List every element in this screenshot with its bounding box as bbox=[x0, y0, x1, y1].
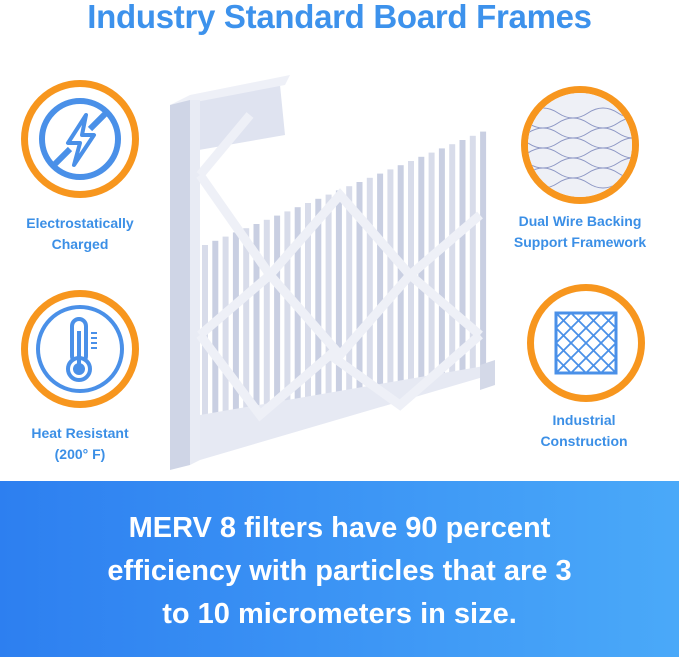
filter-pleat bbox=[459, 140, 466, 378]
filter-pleat bbox=[469, 135, 476, 375]
filter-pleat bbox=[428, 152, 435, 387]
filter-pleat bbox=[449, 144, 456, 381]
label-line: (200° F) bbox=[54, 446, 106, 462]
filter-pleat bbox=[222, 236, 229, 445]
filter-pleat bbox=[284, 211, 291, 427]
banner-line: to 10 micrometers in size. bbox=[162, 598, 517, 630]
feature-heat-resistant bbox=[21, 290, 139, 408]
label-line: Dual Wire Backing bbox=[518, 213, 642, 229]
filter-pleat bbox=[366, 177, 373, 404]
filter-pleat bbox=[232, 232, 239, 442]
filter-pleat bbox=[274, 215, 281, 430]
label-line: Electrostatically bbox=[26, 215, 134, 231]
feature-label-dual-wire: Dual Wire Backing Support Framework bbox=[490, 211, 670, 253]
filter-pleat bbox=[418, 156, 425, 390]
filter-pleat bbox=[387, 169, 394, 398]
label-line: Support Framework bbox=[513, 234, 647, 250]
filter-pleat bbox=[315, 198, 322, 419]
feature-label-industrial: Industrial Construction bbox=[494, 410, 674, 452]
label-line: Charged bbox=[51, 236, 109, 252]
air-filter-illustration bbox=[170, 75, 495, 470]
filter-pleat bbox=[263, 219, 270, 433]
filter-pleat bbox=[377, 173, 384, 401]
filter-pleat bbox=[253, 224, 260, 436]
page-title: Industry Standard Board Frames bbox=[87, 0, 592, 35]
feature-industrial bbox=[527, 284, 645, 402]
filter-pleat bbox=[243, 228, 250, 439]
filter-pleat bbox=[294, 207, 301, 424]
filter-pleat bbox=[356, 182, 363, 407]
filter-pleat bbox=[335, 190, 342, 413]
label-line: Heat Resistant bbox=[31, 425, 129, 441]
filter-pleat bbox=[212, 240, 219, 448]
feature-electrostatic bbox=[21, 80, 139, 198]
filter-pleat bbox=[325, 194, 332, 416]
feature-dual-wire bbox=[521, 86, 639, 204]
label-line: Construction bbox=[540, 433, 628, 449]
feature-label-heat: Heat Resistant (200° F) bbox=[0, 423, 170, 465]
banner-line: MERV 8 filters have 90 percent bbox=[128, 512, 551, 544]
feature-label-electrostatic: Electrostatically Charged bbox=[0, 213, 170, 255]
banner-line: efficiency with particles that are 3 bbox=[107, 555, 572, 587]
thermometer-icon bbox=[36, 305, 124, 393]
label-line: Industrial bbox=[552, 412, 616, 428]
grid-frame-icon bbox=[554, 311, 618, 375]
filter-pleat bbox=[346, 186, 353, 410]
wire-mesh-icon bbox=[528, 93, 632, 197]
filter-pleat bbox=[480, 131, 487, 372]
info-banner: MERV 8 filters have 90 percent efficienc… bbox=[0, 481, 679, 657]
no-static-icon bbox=[39, 98, 121, 180]
filter-pleat bbox=[438, 148, 445, 384]
